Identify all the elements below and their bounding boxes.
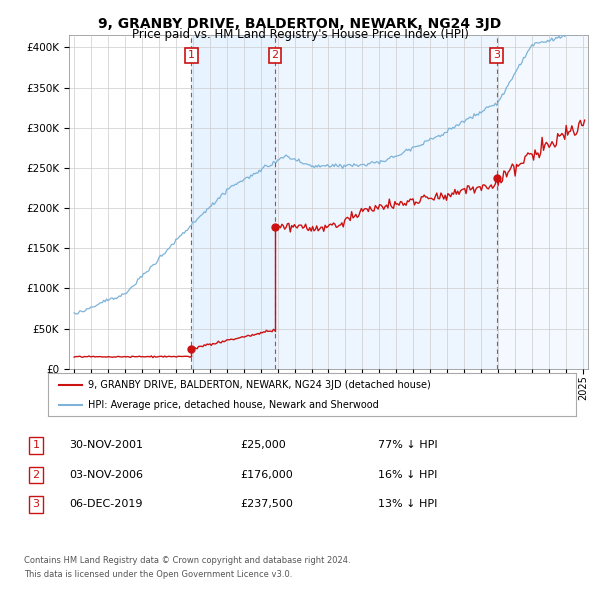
Bar [191, 35, 275, 369]
Text: 03-NOV-2006: 03-NOV-2006 [69, 470, 143, 480]
Text: 77% ↓ HPI: 77% ↓ HPI [378, 441, 437, 450]
Text: 30-NOV-2001: 30-NOV-2001 [69, 441, 143, 450]
Text: This data is licensed under the Open Government Licence v3.0.: This data is licensed under the Open Gov… [24, 571, 292, 579]
Text: 3: 3 [493, 51, 500, 61]
Text: 2: 2 [32, 470, 40, 480]
Text: 13% ↓ HPI: 13% ↓ HPI [378, 500, 437, 509]
Text: £25,000: £25,000 [240, 441, 286, 450]
Text: 3: 3 [32, 500, 40, 509]
Text: 16% ↓ HPI: 16% ↓ HPI [378, 470, 437, 480]
Text: £176,000: £176,000 [240, 470, 293, 480]
Text: 1: 1 [188, 51, 195, 61]
Text: Contains HM Land Registry data © Crown copyright and database right 2024.: Contains HM Land Registry data © Crown c… [24, 556, 350, 565]
Text: £237,500: £237,500 [240, 500, 293, 509]
Bar [275, 35, 497, 369]
Bar [497, 35, 588, 369]
Text: 9, GRANBY DRIVE, BALDERTON, NEWARK, NG24 3JD: 9, GRANBY DRIVE, BALDERTON, NEWARK, NG24… [98, 17, 502, 31]
Text: Price paid vs. HM Land Registry's House Price Index (HPI): Price paid vs. HM Land Registry's House … [131, 28, 469, 41]
Text: 1: 1 [32, 441, 40, 450]
Text: 9, GRANBY DRIVE, BALDERTON, NEWARK, NG24 3JD (detached house): 9, GRANBY DRIVE, BALDERTON, NEWARK, NG24… [88, 381, 430, 391]
Text: 2: 2 [271, 51, 278, 61]
Text: 06-DEC-2019: 06-DEC-2019 [69, 500, 143, 509]
Text: HPI: Average price, detached house, Newark and Sherwood: HPI: Average price, detached house, Newa… [88, 401, 379, 410]
